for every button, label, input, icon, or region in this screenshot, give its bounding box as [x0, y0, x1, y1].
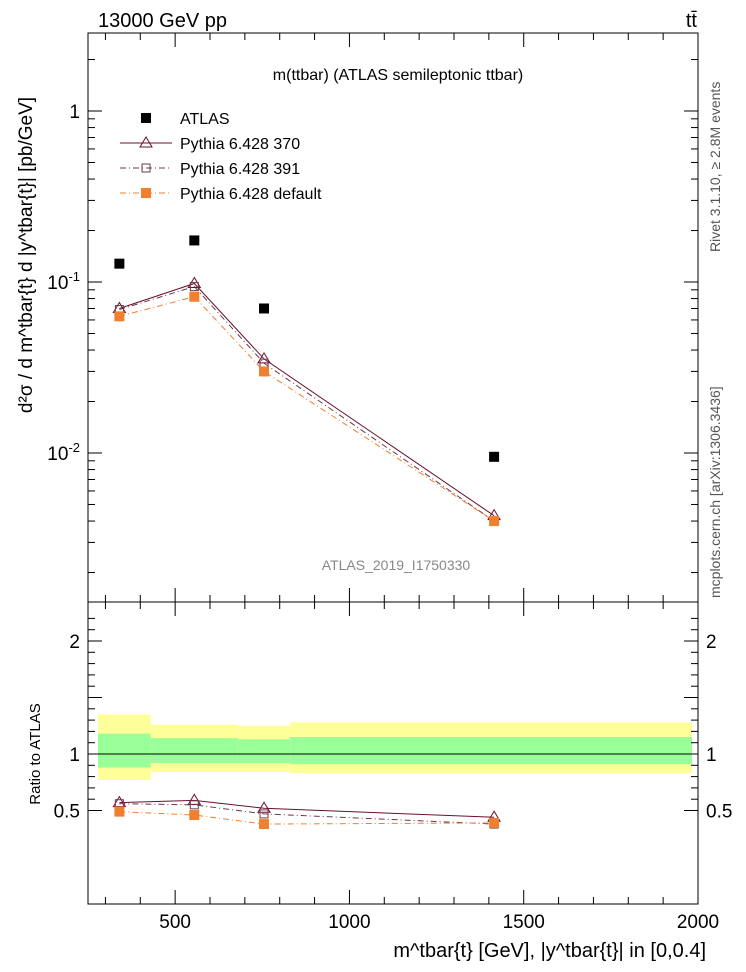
legend-label: Pythia 6.428 391 — [180, 161, 300, 178]
ratio-data-point — [489, 817, 500, 828]
ratio-y-tick-label-left: 1 — [69, 745, 80, 766]
rivet-label: Rivet 3.1.10, ≥ 2.8M events — [707, 82, 723, 252]
ratio-panel-frame — [87, 601, 699, 905]
ratio-x-tick-label: 1000 — [328, 912, 370, 933]
ratio-y-axis-label: Ratio to ATLAS — [27, 703, 44, 804]
legend-marker — [141, 188, 151, 198]
main-data-point — [114, 258, 125, 269]
ratio-data-point — [114, 806, 125, 817]
main-y-tick-label: 10-1 — [47, 269, 80, 294]
main-series-line — [119, 286, 495, 522]
ratio-data-point — [189, 810, 200, 821]
ratio-y-tick-label-left: 0.5 — [54, 802, 80, 823]
main-data-point — [189, 291, 200, 302]
ratio-data-point — [257, 801, 271, 813]
ratio-y-tick-label-left: 2 — [69, 632, 80, 653]
ratio-series-line — [119, 799, 495, 818]
energy-label: 13000 GeV pp — [98, 10, 227, 32]
main-series-line — [119, 282, 495, 517]
main-data-point — [257, 351, 271, 364]
ratio-data-point — [259, 809, 269, 819]
legend-label: ATLAS — [180, 111, 230, 128]
main-y-axis-label: d²σ / d m^tbar{t} d |y^tbar{t}| [pb/GeV] — [16, 97, 37, 413]
main-data-point — [489, 451, 500, 462]
main-y-tick-label: 1 — [69, 102, 80, 123]
ratio-y-tick-label-right: 1 — [706, 745, 717, 766]
ratio-green-band — [98, 733, 151, 768]
ratio-data-point — [187, 793, 202, 805]
ratio-y-tick-label-right: 2 — [706, 632, 717, 653]
ratio-y-tick-label-right: 0.5 — [706, 802, 732, 823]
chart-title: m(ttbar) (ATLAS semileptonic ttbar) — [273, 67, 523, 84]
legend: ATLAS Pythia 6.428 370 Pythia 6.428 391 Pyt… — [120, 111, 322, 203]
ratio-data-point — [259, 819, 270, 830]
main-series-line — [119, 296, 495, 522]
mcplots-label: mcplots.cern.ch [arXiv:1306.3436] — [707, 386, 723, 598]
legend-label: Pythia 6.428 default — [180, 186, 322, 203]
x-axis-label: m^tbar{t} [GeV], |y^tbar{t}| in [0,0.4] — [393, 940, 706, 962]
ratio-x-tick-label: 1500 — [503, 912, 545, 933]
process-label: tt̄ — [686, 10, 698, 32]
ratio-green-band — [150, 738, 238, 764]
legend-marker — [139, 136, 153, 148]
ratio-data-point — [112, 795, 127, 808]
main-series — [112, 235, 501, 527]
ratio-series-line — [119, 811, 495, 825]
main-data-point — [189, 235, 200, 246]
legend-marker — [141, 113, 151, 123]
main-data-point — [259, 366, 270, 377]
main-data-point — [259, 303, 270, 314]
analysis-id-label: ATLAS_2019_I1750330 — [322, 557, 471, 573]
legend-marker — [141, 163, 151, 173]
main-data-point — [489, 516, 500, 527]
ratio-x-tick-label: 500 — [159, 912, 191, 933]
ratio-x-tick-label: 2000 — [677, 912, 719, 933]
ratio-green-band — [290, 737, 692, 765]
ratio-axis-ticks: 0.5 0.5 1 1 2 2 500 1000 1500 2000 — [54, 602, 732, 933]
main-data-point — [114, 311, 125, 322]
main-y-tick-label: 10-2 — [47, 440, 80, 465]
legend-label: Pythia 6.428 370 — [180, 136, 300, 153]
ratio-data-point — [189, 800, 199, 810]
ratio-green-band — [237, 739, 291, 764]
ratio-series — [112, 793, 501, 830]
ratio-bands — [98, 714, 692, 780]
main-data-point — [189, 282, 199, 292]
ratio-series-line — [119, 803, 495, 825]
